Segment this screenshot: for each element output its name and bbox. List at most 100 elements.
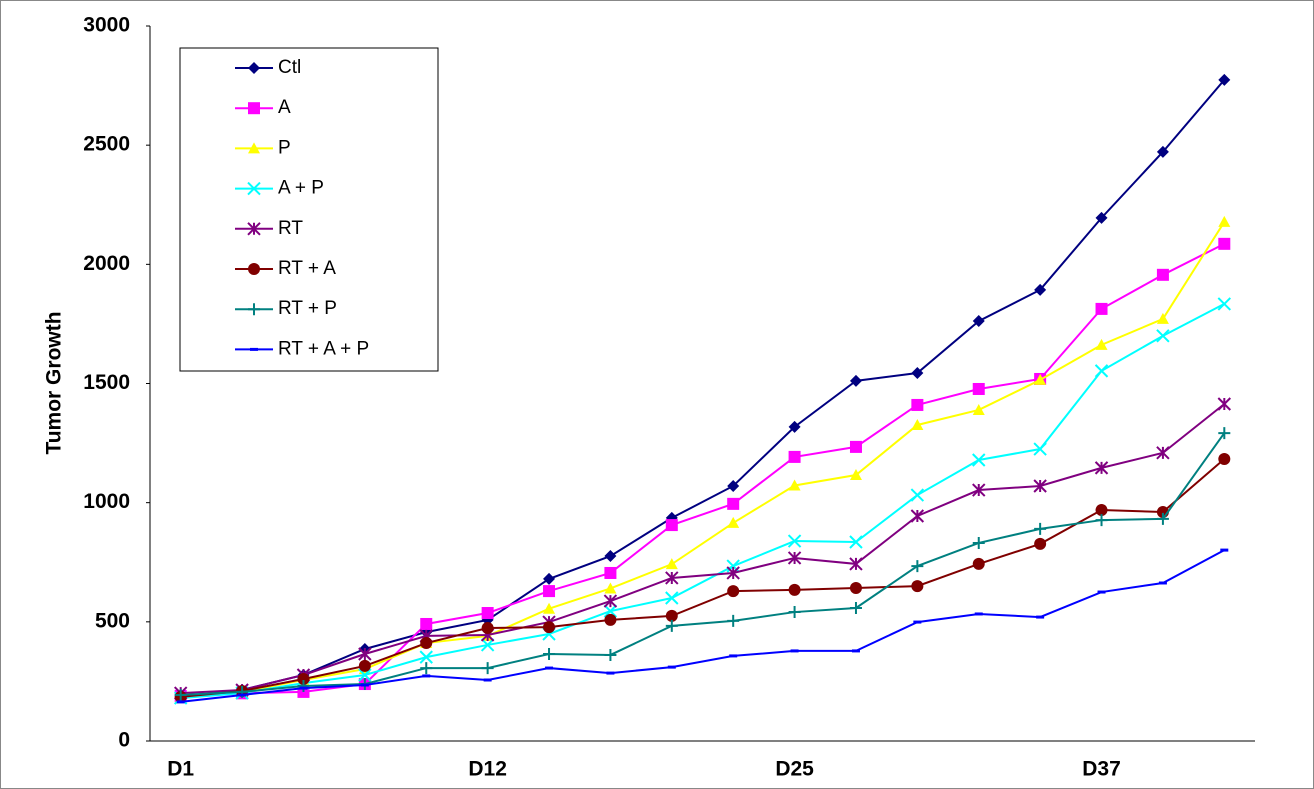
x-tick-label: D1 xyxy=(167,758,194,781)
marker xyxy=(1095,514,1108,527)
marker xyxy=(1218,427,1231,440)
legend-label: RT + A xyxy=(278,258,336,279)
marker xyxy=(420,637,433,650)
marker xyxy=(1094,364,1109,378)
legend-label: P xyxy=(278,137,291,158)
legend-label: RT + A + P xyxy=(278,338,369,359)
marker xyxy=(665,609,678,622)
marker xyxy=(297,679,310,692)
x-tick-label: D37 xyxy=(1082,758,1121,781)
marker xyxy=(481,607,494,620)
legend-marker xyxy=(248,263,260,275)
marker xyxy=(543,648,556,661)
legend-box xyxy=(179,47,439,372)
marker xyxy=(727,497,740,510)
series-line xyxy=(180,549,1225,703)
marker xyxy=(1218,237,1231,250)
marker xyxy=(603,604,618,618)
marker xyxy=(1218,73,1231,86)
marker xyxy=(727,516,740,528)
marker xyxy=(910,488,925,502)
x-tick-label: D12 xyxy=(468,758,507,781)
marker xyxy=(911,580,924,593)
marker xyxy=(481,622,494,635)
marker xyxy=(358,668,372,682)
marker xyxy=(1156,512,1169,525)
marker xyxy=(972,403,985,415)
marker xyxy=(174,689,187,702)
marker xyxy=(849,535,863,549)
marker xyxy=(665,519,678,532)
marker xyxy=(849,469,862,481)
marker xyxy=(1094,461,1109,475)
marker xyxy=(787,534,802,548)
marker xyxy=(1218,215,1231,227)
marker xyxy=(849,557,863,571)
marker xyxy=(1095,211,1108,224)
legend-label: Ctl xyxy=(278,57,301,78)
marker xyxy=(727,585,740,598)
marker xyxy=(1217,397,1232,411)
marker xyxy=(420,662,433,675)
marker xyxy=(911,418,924,430)
legend-marker xyxy=(247,181,261,196)
marker xyxy=(911,560,924,573)
marker xyxy=(604,648,617,661)
marker xyxy=(972,453,986,467)
marker xyxy=(972,483,986,497)
marker xyxy=(603,594,618,608)
marker xyxy=(1095,338,1108,350)
marker xyxy=(788,479,801,491)
marker xyxy=(419,650,433,664)
marker xyxy=(788,583,801,596)
marker xyxy=(972,382,985,395)
marker xyxy=(1156,329,1170,343)
marker xyxy=(788,606,801,619)
marker xyxy=(972,536,985,549)
marker xyxy=(604,550,617,563)
marker xyxy=(665,619,678,632)
marker xyxy=(788,450,801,463)
y-axis-title: Tumor Growth xyxy=(43,311,66,454)
marker xyxy=(543,621,556,634)
series-line xyxy=(180,221,1226,700)
marker xyxy=(420,617,433,630)
marker xyxy=(665,591,679,605)
marker xyxy=(849,374,862,387)
marker xyxy=(727,614,740,627)
legend-label: RT + P xyxy=(278,298,337,319)
marker xyxy=(1034,283,1047,296)
marker xyxy=(1156,446,1170,460)
series-line xyxy=(180,458,1225,698)
legend-marker xyxy=(247,222,261,236)
marker xyxy=(1156,145,1169,158)
series-line xyxy=(180,432,1226,697)
marker xyxy=(297,673,310,686)
marker xyxy=(665,571,679,585)
marker xyxy=(972,315,985,328)
y-tick-label: 2500 xyxy=(83,133,130,156)
y-tick-label: 2000 xyxy=(83,252,130,275)
y-tick-label: 0 xyxy=(118,729,130,752)
marker xyxy=(911,367,924,380)
series-line xyxy=(180,303,1225,700)
marker xyxy=(849,581,862,594)
marker xyxy=(604,566,617,579)
marker xyxy=(1156,268,1169,281)
marker xyxy=(1033,479,1047,493)
marker xyxy=(1034,537,1047,550)
marker xyxy=(849,440,862,453)
legend-marker xyxy=(248,142,260,154)
marker xyxy=(1033,442,1047,456)
legend-marker xyxy=(248,102,260,115)
marker xyxy=(910,509,925,523)
marker xyxy=(727,479,740,492)
legend-marker xyxy=(248,62,260,74)
marker xyxy=(358,659,371,672)
y-tick-label: 3000 xyxy=(83,14,130,37)
marker xyxy=(543,602,556,614)
series-line xyxy=(180,403,1225,695)
marker xyxy=(1218,453,1231,466)
legend-label: A + P xyxy=(278,178,324,199)
